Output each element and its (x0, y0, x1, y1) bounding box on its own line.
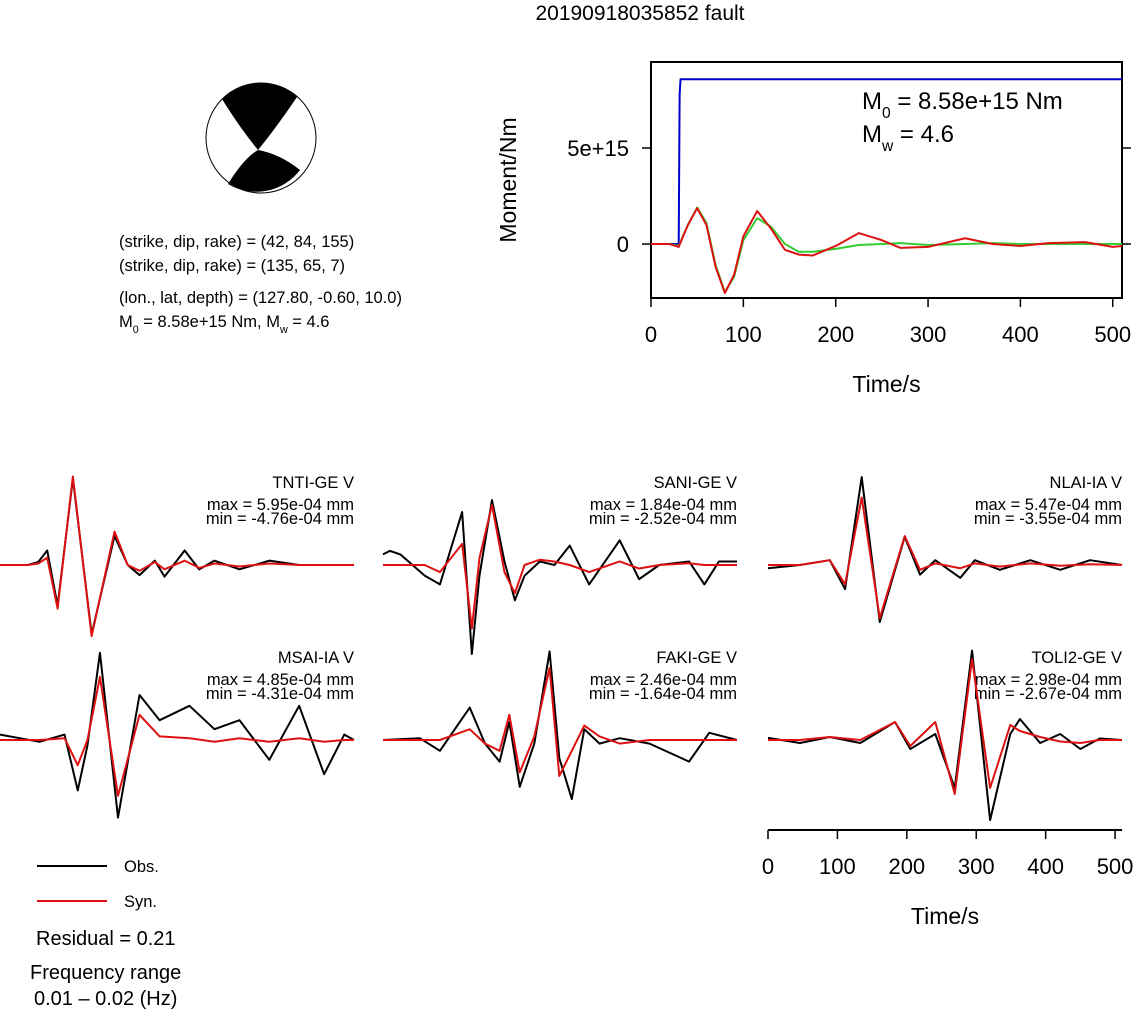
residual: Residual = 0.21 (36, 928, 176, 950)
text-part: M (862, 88, 882, 115)
subscript: 0 (133, 324, 139, 336)
min-label: min = -4.31e-04 mm (206, 685, 354, 703)
x-tick-label: 500 (1094, 322, 1131, 347)
synthetic-trace (768, 496, 1123, 620)
beachball-compression (228, 150, 300, 192)
station-label: TOLI2-GE V (1032, 649, 1122, 667)
text-part: = 8.58e+15 Nm (891, 88, 1063, 115)
max-label: max = 5.47e-04 mm (975, 496, 1122, 514)
min-label: min = -4.76e-04 mm (206, 510, 354, 528)
y-axis-label: Moment/Nm (495, 117, 521, 242)
x-tick-label: 200 (888, 854, 925, 879)
x-axis-label: Time/s (911, 903, 979, 929)
y-tick-label: 0 (617, 232, 629, 257)
station-label: NLAI-IA V (1050, 474, 1122, 492)
x-tick-label: 500 (1097, 854, 1134, 879)
min-label: min = -2.52e-04 mm (589, 510, 737, 528)
frequency-title: Frequency range (30, 962, 181, 984)
observed-trace (382, 650, 738, 801)
station-label: FAKI-GE V (656, 649, 737, 667)
x-tick-label: 400 (1002, 322, 1039, 347)
min-label: min = -1.64e-04 mm (589, 685, 737, 703)
annotation: M0 = 8.58e+15 Nm (862, 88, 1063, 122)
text-part: = 4.6 (288, 313, 330, 331)
subscript: w (279, 324, 288, 336)
x-tick-label: 0 (762, 854, 774, 879)
station-label: SANI-GE V (654, 474, 737, 492)
max-label: max = 5.95e-04 mm (207, 496, 354, 514)
min-label: min = -3.55e-04 mm (974, 510, 1122, 528)
x-tick-label: 300 (958, 854, 995, 879)
text-part: M (862, 121, 882, 148)
observed-trace (767, 649, 1123, 822)
max-label: max = 2.98e-04 mm (975, 671, 1122, 689)
x-tick-label: 300 (910, 322, 947, 347)
x-tick-label: 100 (819, 854, 856, 879)
synthetic-trace (383, 667, 737, 777)
moment-line: M0 = 8.58e+15 Nm, Mw = 4.6 (119, 313, 329, 336)
source-line: (strike, dip, rake) = (42, 84, 155) (119, 233, 354, 251)
beachball-compression (222, 83, 297, 150)
source-line: (strike, dip, rake) = (135, 65, 7) (119, 257, 345, 275)
synthetic-trace (0, 475, 354, 638)
max-label: max = 1.84e-04 mm (590, 496, 737, 514)
x-tick-label: 100 (725, 322, 762, 347)
max-label: max = 2.46e-04 mm (590, 671, 737, 689)
text-part: = 4.6 (893, 121, 954, 148)
subscript: w (881, 138, 894, 155)
frequency-range: 0.01 – 0.02 (Hz) (34, 988, 177, 1009)
synthetic-trace (383, 504, 737, 630)
legend-label: Syn. (124, 893, 157, 911)
x-tick-label: 0 (645, 322, 657, 347)
source-line: (lon., lat, depth) = (127.80, -0.60, 10.… (119, 289, 402, 307)
plot-frame (650, 61, 1123, 299)
y-tick-label: 5e+15 (567, 136, 629, 161)
annotation: Mw = 4.6 (862, 121, 954, 155)
min-label: min = -2.67e-04 mm (974, 685, 1122, 703)
text-part: M (119, 313, 133, 331)
text-part: = 8.58e+15 Nm, M (139, 313, 280, 331)
observed-trace (0, 651, 355, 819)
x-tick-label: 200 (817, 322, 854, 347)
x-axis-label: Time/s (852, 371, 920, 397)
moment-line (651, 206, 1122, 294)
synthetic-trace (0, 676, 354, 797)
station-label: MSAI-IA V (278, 649, 354, 667)
legend-label: Obs. (124, 858, 159, 876)
x-tick-label: 400 (1027, 854, 1064, 879)
max-label: max = 4.85e-04 mm (207, 671, 354, 689)
observed-trace (0, 477, 354, 636)
synthetic-trace (768, 658, 1122, 795)
figure-title: 20190918035852 fault (535, 2, 744, 25)
subscript: 0 (882, 105, 891, 122)
beachball (205, 82, 317, 194)
station-label: TNTI-GE V (272, 474, 354, 492)
moment-line (651, 207, 1123, 295)
